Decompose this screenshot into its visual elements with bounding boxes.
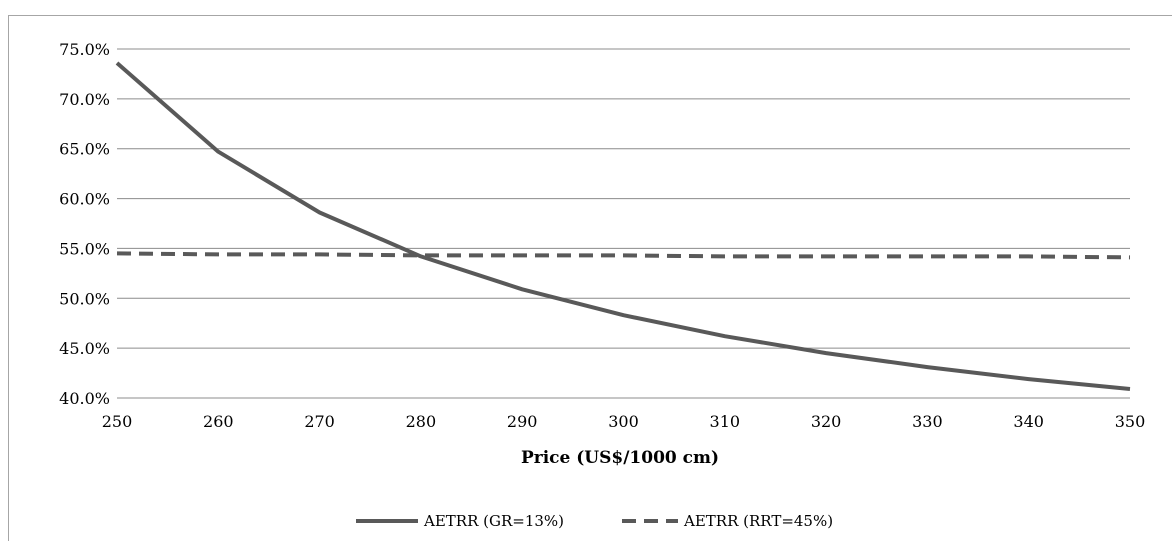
legend-label-1: AETRR (RRT=45%)	[683, 512, 833, 530]
x-tick-label-0: 250	[102, 412, 133, 431]
x-tick-label-3: 280	[406, 412, 437, 431]
y-tick-label-2: 50.0%	[59, 289, 110, 308]
y-tick-label-7: 75.0%	[59, 40, 110, 59]
x-tick-label-2: 270	[304, 412, 335, 431]
gridlines	[117, 48, 1130, 399]
x-tick-label-5: 300	[608, 412, 639, 431]
y-tick-label-4: 60.0%	[59, 190, 110, 209]
y-tick-label-3: 55.0%	[59, 239, 110, 258]
x-tick-label-1: 260	[203, 412, 234, 431]
series-line-0	[115, 61, 1131, 391]
y-tick-label-1: 45.0%	[59, 339, 110, 358]
x-tick-label-10: 350	[1115, 412, 1146, 431]
legend-label-0: AETRR (GR=13%)	[423, 512, 564, 530]
y-tick-label-6: 70.0%	[59, 90, 110, 109]
y-tick-label-5: 65.0%	[59, 140, 110, 159]
series-line-1	[116, 251, 1131, 260]
x-tick-label-6: 310	[710, 412, 741, 431]
x-tick-label-8: 330	[912, 412, 943, 431]
x-tick-label-7: 320	[811, 412, 842, 431]
legend: AETRR (GR=13%) AETRR (RRT=45%)	[356, 512, 833, 530]
series-lines	[115, 61, 1131, 391]
x-axis-title: Price (US$/1000 cm)	[521, 448, 719, 468]
y-axis-tick-labels: 40.0% 45.0% 50.0% 55.0% 60.0% 65.0% 70.0% 75.0%	[59, 40, 110, 408]
chart-frame	[8, 15, 1172, 541]
x-tick-label-4: 290	[507, 412, 538, 431]
x-axis-tick-labels: 250 260 270 280 290 300 310 320 330 340 350	[102, 412, 1146, 431]
y-tick-label-0: 40.0%	[59, 389, 110, 408]
x-tick-label-9: 340	[1013, 412, 1044, 431]
